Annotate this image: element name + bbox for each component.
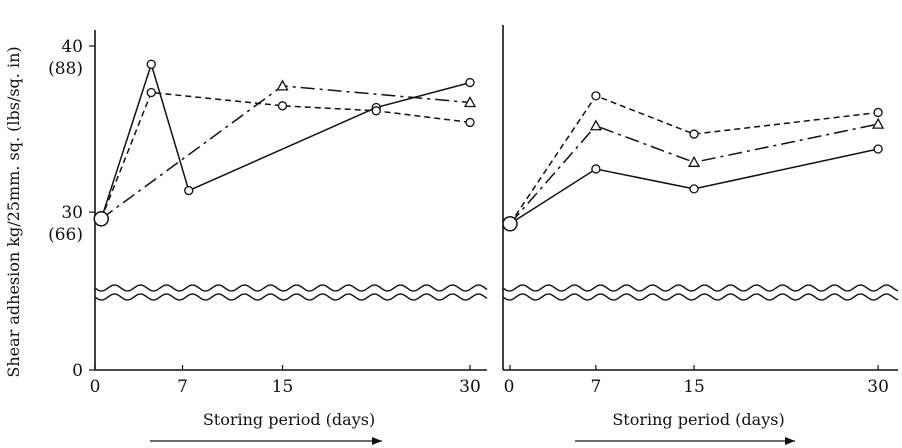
right-series-dashdot-marker [591, 121, 601, 130]
right-x-arrow-head [785, 437, 795, 445]
right-series-dashed-marker [592, 92, 600, 100]
right-x-tick-label: 7 [590, 377, 601, 397]
right-start-point-marker [503, 217, 517, 231]
left-series-dashed-marker [466, 118, 474, 126]
left-axis-break-lower [95, 294, 487, 300]
right-series-dashed-marker [874, 108, 882, 116]
left-series-dashed-marker [279, 102, 287, 110]
left-series-dashdot-marker [278, 81, 288, 90]
left-x-tick-label: 7 [177, 377, 188, 397]
left-y-tick-sublabel: (88) [48, 59, 83, 79]
left-x-arrow-head [372, 437, 382, 445]
left-y-tick-sublabel: (66) [48, 225, 83, 245]
right-series-dashdot-marker [689, 157, 699, 166]
right-axis-break-lower [503, 294, 898, 300]
right-series-dashdot-line [510, 124, 878, 224]
left-x-tick-label: 30 [459, 377, 481, 397]
right-axis-break-upper [503, 285, 898, 291]
left-series-dashed-marker [372, 107, 380, 115]
left-series-dashed-line [101, 93, 470, 219]
left-start-point-marker [94, 212, 108, 226]
right-x-tick-label: 15 [683, 377, 705, 397]
y-axis-title: Shear adhesion kg/25mm. sq. (lbs/sq. in) [4, 46, 23, 377]
right-series-dashdot-marker [873, 119, 883, 128]
left-series-solid-marker [466, 79, 474, 87]
left-series-dashed-marker [147, 89, 155, 97]
left-y-tick-label: 30 [61, 203, 83, 223]
left-x-axis-title: Storing period (days) [203, 410, 375, 429]
left-x-tick-label: 0 [90, 377, 101, 397]
right-series-solid-marker [592, 165, 600, 173]
left-axis-break-upper [95, 285, 487, 291]
right-x-axis-title: Storing period (days) [612, 410, 784, 429]
left-y-tick-label: 0 [72, 361, 83, 381]
left-series-solid-marker [147, 60, 155, 68]
right-series-solid-marker [874, 145, 882, 153]
right-x-tick-label: 30 [867, 377, 889, 397]
left-x-tick-label: 15 [272, 377, 294, 397]
right-series-dashed-marker [690, 130, 698, 138]
right-series-solid-marker [690, 185, 698, 193]
left-y-tick-label: 40 [61, 37, 83, 57]
left-series-solid-marker [185, 187, 193, 195]
right-x-tick-label: 0 [504, 377, 515, 397]
